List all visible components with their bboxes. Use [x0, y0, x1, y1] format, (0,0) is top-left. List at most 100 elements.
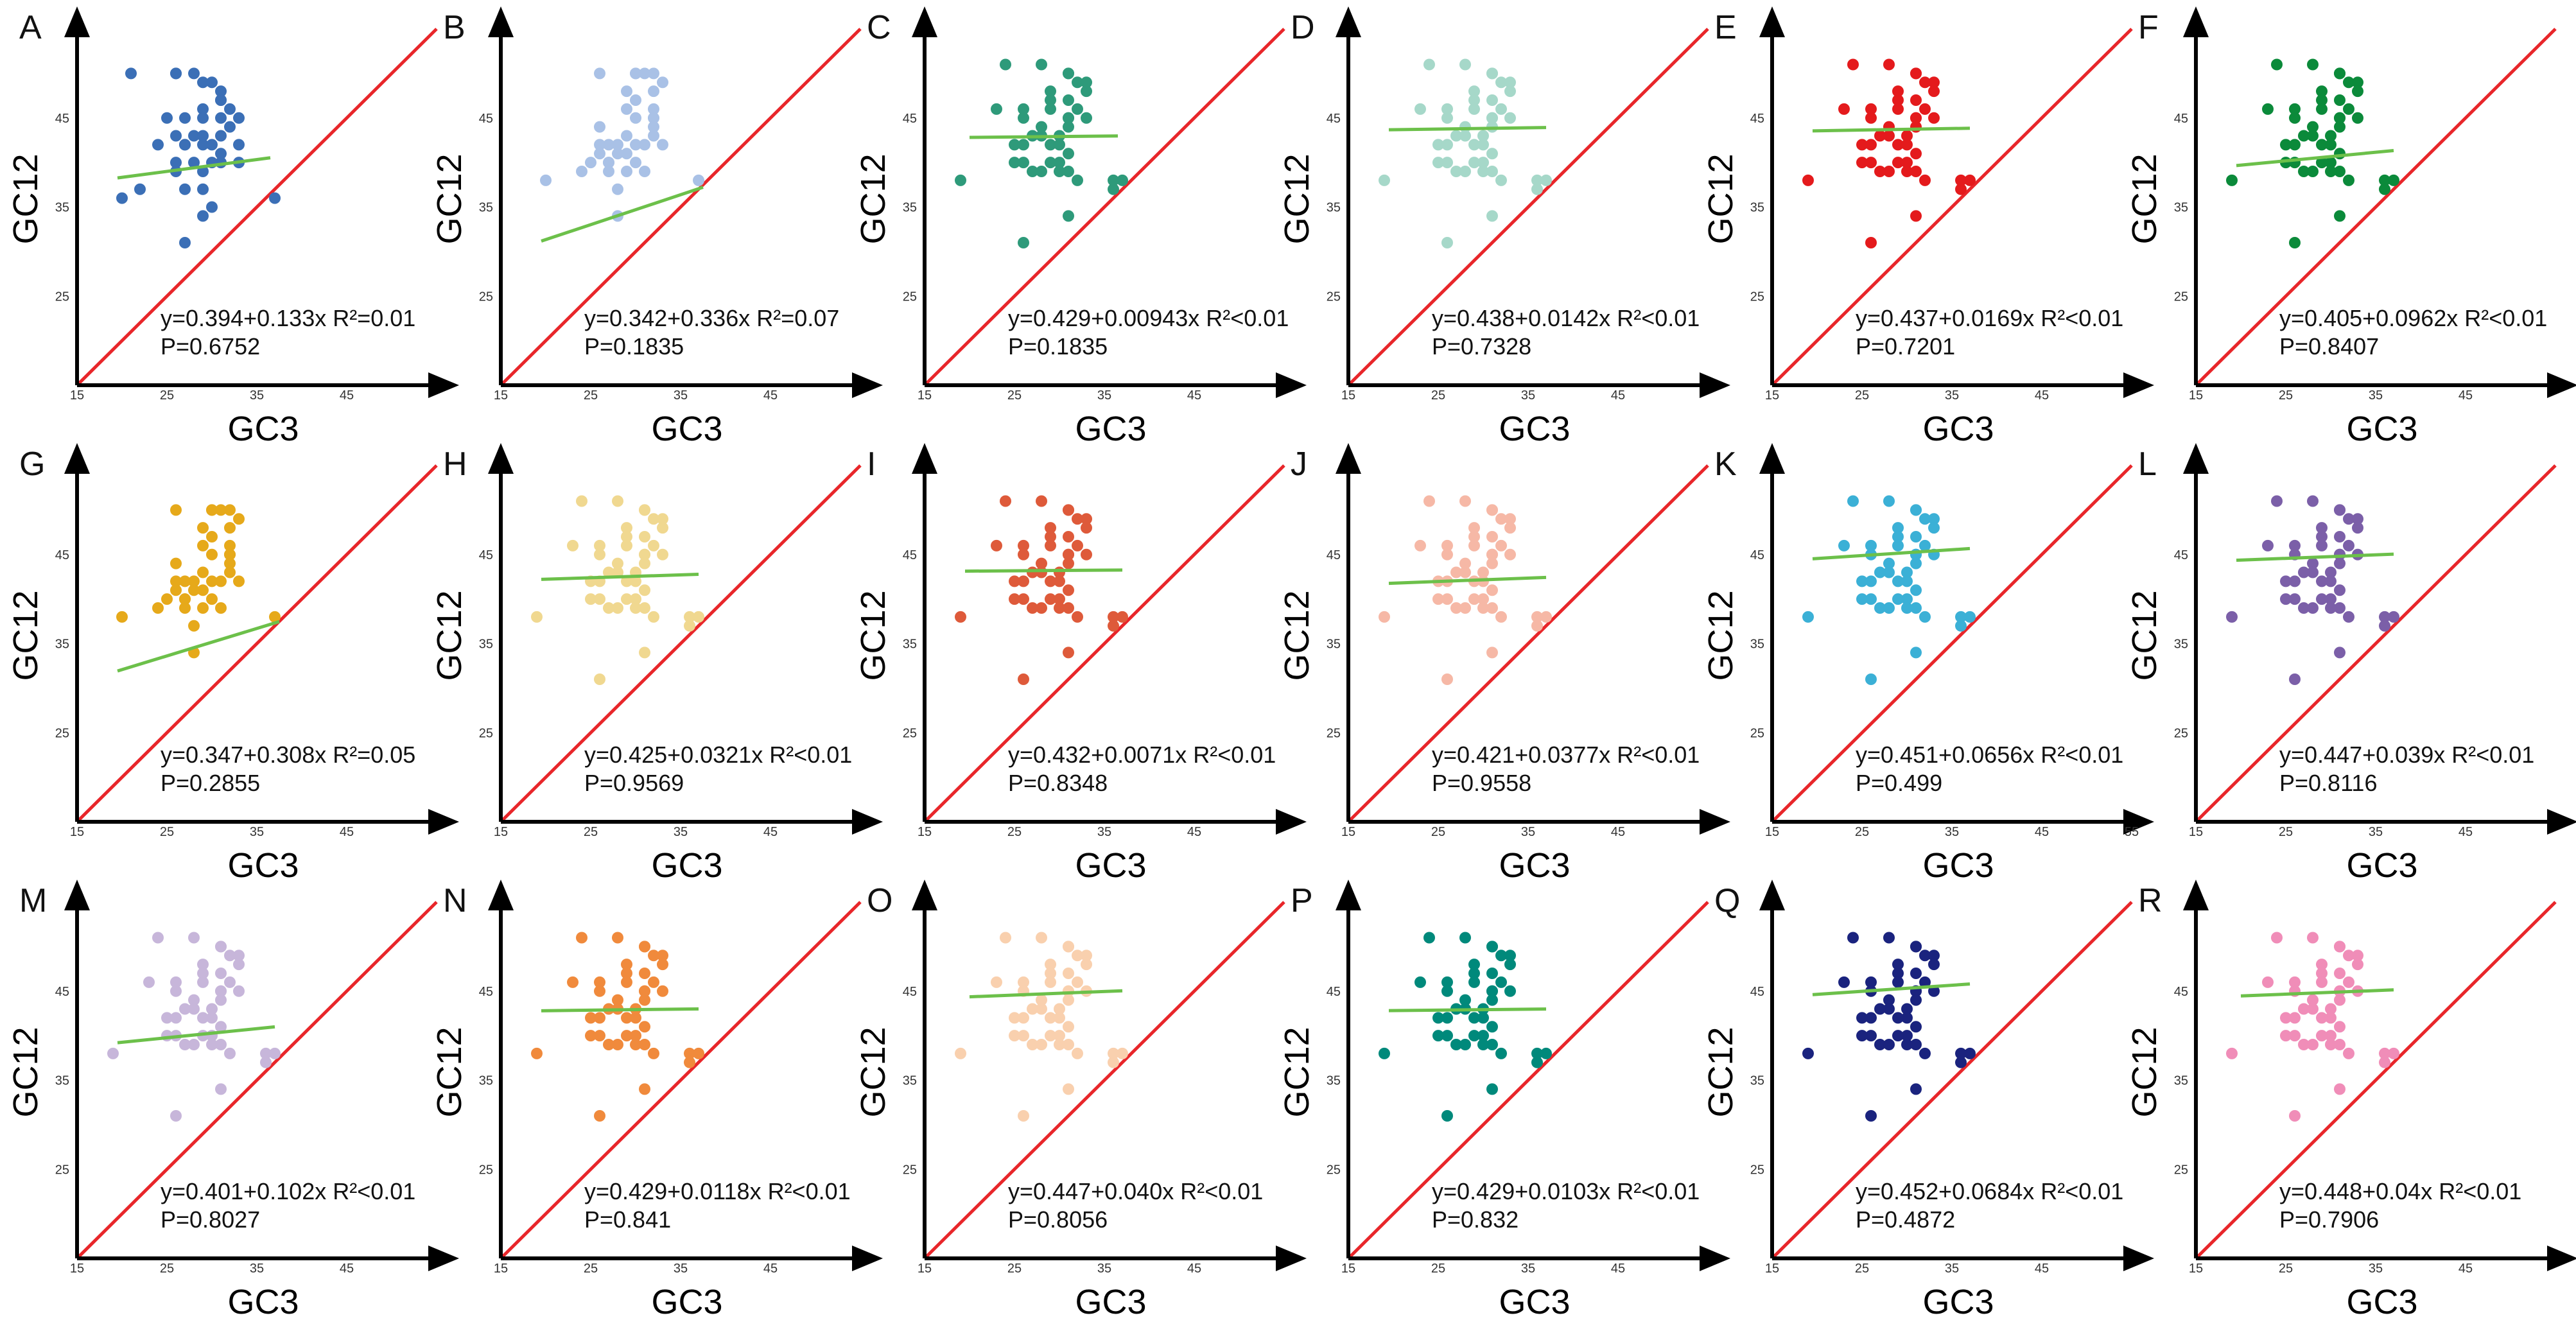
data-point [1495, 611, 1507, 623]
data-point [1036, 557, 1047, 569]
data-point [1081, 85, 1092, 98]
data-point [206, 504, 218, 516]
data-point [1045, 1012, 1056, 1024]
data-point [1883, 1003, 1895, 1015]
data-point [2325, 166, 2337, 177]
x-tick-label: 35 [674, 388, 688, 403]
data-point [224, 103, 236, 115]
data-point [197, 522, 209, 534]
data-point [630, 1030, 641, 1042]
data-point [197, 1012, 209, 1024]
data-point [2289, 112, 2301, 124]
y-axis-title: GC12 [6, 590, 45, 681]
data-point [2334, 166, 2345, 177]
y-axis-title: GC12 [1701, 1027, 1740, 1117]
p-value: P=0.8348 [1008, 770, 1108, 796]
data-point [2325, 1039, 2337, 1050]
data-point [621, 968, 632, 979]
data-point [161, 593, 173, 605]
y-tick-label: 35 [903, 1074, 917, 1088]
data-point [1892, 94, 1904, 106]
neutrality-line [923, 464, 1285, 823]
data-point [1045, 94, 1056, 106]
data-point [1874, 602, 1886, 614]
neutrality-line [76, 464, 438, 823]
data-point [1063, 210, 1074, 222]
data-point [2307, 1003, 2319, 1015]
data-point [603, 1039, 614, 1050]
data-point [1901, 1003, 1913, 1015]
data-point [1540, 174, 1552, 186]
data-point [152, 602, 164, 614]
x-tick-label: 15 [494, 1262, 508, 1276]
data-point [1054, 166, 1065, 177]
x-tick-label: 35 [1945, 388, 1959, 403]
panel-letter: M [19, 882, 47, 919]
x-tick-label: 25 [584, 388, 598, 403]
x-axis-title: GC3 [1075, 1283, 1146, 1320]
y-axis-arrowhead [64, 443, 90, 474]
data-point [1910, 647, 1922, 659]
data-point [233, 112, 245, 124]
x-tick-label: 25 [1855, 1262, 1869, 1276]
y-axis-arrowhead [1336, 880, 1361, 910]
panel-a: 15 25 35 45 25 35 45 GC3 GC12 Ay=0.394+0.133x R²=… [6, 6, 459, 448]
data-point [1901, 166, 1913, 177]
regression-line [117, 1025, 275, 1045]
data-point [1027, 566, 1038, 578]
data-point [1054, 1003, 1065, 1015]
data-point [1072, 950, 1083, 962]
data-point [1910, 94, 1922, 106]
data-point [215, 85, 227, 98]
data-point [2352, 85, 2363, 98]
data-point [152, 932, 164, 944]
data-point [594, 1110, 605, 1122]
data-point [2325, 139, 2337, 151]
p-value: P=0.7328 [1432, 333, 1531, 360]
y-axis-title: GC12 [854, 1027, 892, 1117]
data-point [621, 1030, 632, 1042]
data-point [2280, 1030, 2292, 1042]
y-tick-label: 35 [1750, 638, 1764, 652]
data-point [1910, 504, 1922, 516]
data-point [648, 1047, 659, 1059]
data-point [1874, 566, 1886, 578]
data-point [1054, 593, 1065, 605]
x-tick-label: 25 [1431, 1262, 1445, 1276]
y-axis-arrowhead [912, 880, 937, 910]
x-tick-label: 45 [763, 825, 778, 839]
data-point [1108, 174, 1119, 186]
neutrality-line [2195, 464, 2557, 823]
x-tick-label: 15 [918, 1262, 932, 1276]
data-point [1009, 157, 1020, 169]
data-point [1468, 1012, 1480, 1024]
y-tick-label: 35 [479, 201, 493, 215]
data-point [1027, 1039, 1038, 1050]
data-point [594, 539, 605, 551]
y-tick-label: 45 [55, 548, 69, 562]
data-point [170, 504, 182, 516]
y-tick-label: 45 [1327, 548, 1341, 562]
data-point [2307, 58, 2319, 71]
data-point [594, 1030, 605, 1042]
data-point [1081, 959, 1092, 971]
data-point [269, 192, 281, 204]
data-point [2343, 76, 2354, 89]
data-point [2271, 495, 2283, 507]
data-point [612, 994, 623, 1006]
x-axis-title: GC3 [651, 410, 722, 448]
data-point [2271, 58, 2283, 71]
data-point [648, 103, 659, 115]
data-point [2289, 1030, 2301, 1042]
data-point [2325, 1030, 2337, 1042]
data-point [1018, 539, 1029, 551]
data-point [215, 94, 227, 106]
panel-i: 15 25 35 45 25 35 45 GC3 GC12 Iy=0.432+0.0071x R²… [854, 443, 1307, 885]
data-point [1018, 237, 1029, 248]
x-tick-label: 45 [2459, 1262, 2473, 1276]
data-point [1063, 557, 1074, 569]
data-point [621, 575, 632, 587]
data-point [1063, 602, 1074, 614]
data-point [612, 932, 623, 944]
data-point [1477, 593, 1489, 605]
